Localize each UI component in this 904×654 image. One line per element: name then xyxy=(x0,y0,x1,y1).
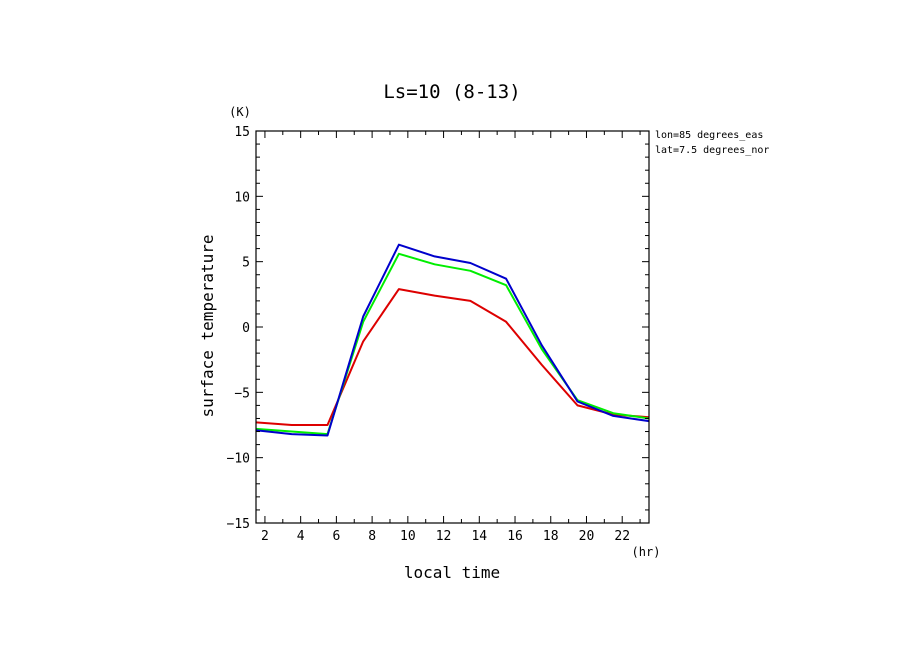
latitude-annotation: lat=7.5 degrees_nor xyxy=(655,145,769,156)
series-line-3 xyxy=(255,243,650,437)
x-tick-label: 16 xyxy=(507,529,523,544)
x-tick-label: 4 xyxy=(297,529,305,544)
plot-frame xyxy=(255,130,650,524)
y-axis-label: surface temperature xyxy=(198,234,217,417)
ticks-layer: 2 4 6 8 10 12 14 16 18 20 22 −15 −10 −5 0 5 10 15 xyxy=(227,125,649,544)
x-tick-label: 12 xyxy=(436,529,452,544)
y-tick-label: 5 xyxy=(242,256,250,271)
x-tick-label: 8 xyxy=(368,529,376,544)
chart-title: Ls=10 (8-13) xyxy=(383,81,520,103)
y-tick-label: −15 xyxy=(227,517,250,532)
series-line-1 xyxy=(255,288,650,426)
y-tick-label: 0 xyxy=(242,321,250,336)
x-tick-label: 22 xyxy=(614,529,630,544)
x-tick-label: 20 xyxy=(579,529,595,544)
y-tick-label: −10 xyxy=(227,452,250,467)
y-unit-label: (K) xyxy=(229,105,251,119)
longitude-annotation: lon=85 degrees_eas xyxy=(655,130,763,141)
y-tick-label: −5 xyxy=(234,386,250,401)
x-tick-label: 6 xyxy=(332,529,340,544)
x-tick-label: 18 xyxy=(543,529,559,544)
x-axis-label: local time xyxy=(404,563,500,582)
x-tick-label: 2 xyxy=(261,529,269,544)
x-unit-label: (hr) xyxy=(632,545,661,559)
series-line-2 xyxy=(255,252,650,436)
x-tick-label: 14 xyxy=(471,529,487,544)
y-tick-label: 15 xyxy=(234,125,250,140)
x-tick-label: 10 xyxy=(400,529,416,544)
series-layer xyxy=(255,243,650,437)
y-tick-label: 10 xyxy=(234,190,250,205)
